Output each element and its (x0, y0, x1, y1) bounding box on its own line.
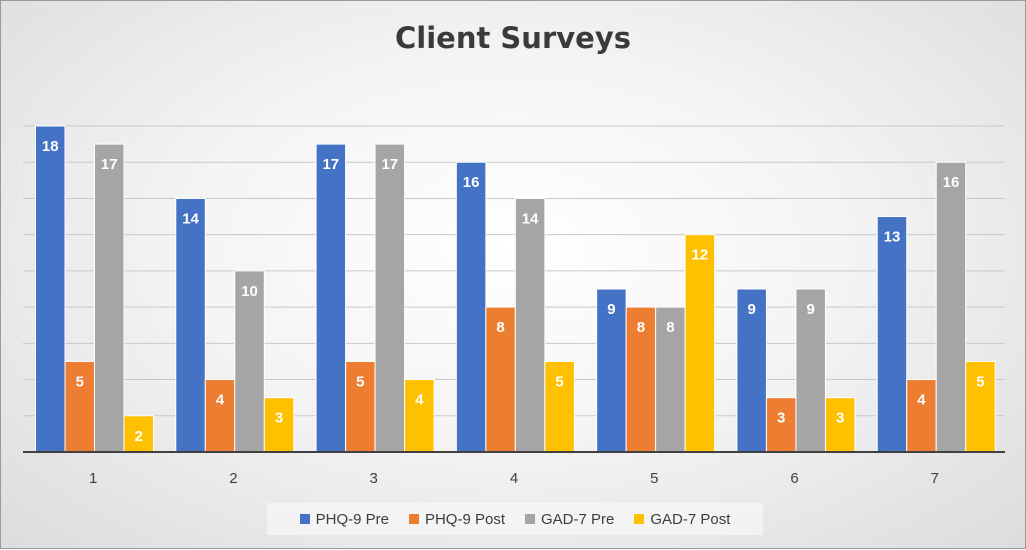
bar-gad-7-pre-6 (795, 288, 826, 453)
legend-label: GAD-7 Post (650, 510, 731, 528)
x-tick-label: 1 (89, 470, 97, 487)
bar-phq-9-pre-6 (736, 288, 767, 453)
data-label: 17 (381, 156, 398, 173)
data-label: 8 (637, 319, 645, 336)
data-label: 17 (322, 156, 339, 173)
legend-label: PHQ-9 Pre (315, 510, 389, 528)
bar-gad-7-pre-2 (234, 270, 265, 453)
bar-phq-9-post-2 (204, 379, 236, 453)
legend-swatch (408, 514, 419, 524)
x-tick-label: 6 (790, 470, 798, 487)
data-label: 18 (42, 138, 59, 155)
bar-gad-7-pre-7 (935, 161, 967, 453)
data-label: 5 (356, 373, 364, 390)
bar-phq-9-pre-5 (596, 288, 627, 453)
bar-gad-7-pre-1 (94, 143, 125, 453)
legend-item: PHQ-9 Pre (299, 510, 389, 528)
legend-label: PHQ-9 Post (424, 510, 505, 528)
bar-phq-9-pre-4 (455, 161, 487, 453)
bar-phq-9-pre-3 (315, 143, 347, 453)
chart-title: Client Surveys (394, 21, 631, 55)
bar-gad-7-pre-5 (655, 306, 686, 453)
bar-phq-9-post-6 (765, 397, 797, 453)
bar-phq-9-post-3 (345, 360, 376, 453)
data-label: 3 (836, 410, 844, 427)
data-label: 9 (807, 301, 815, 318)
data-label: 4 (415, 392, 424, 409)
legend-swatch (299, 514, 310, 524)
data-label: 17 (101, 156, 118, 173)
legend-swatch (634, 514, 645, 524)
data-label: 9 (748, 301, 756, 318)
x-tick-label: 5 (650, 470, 658, 487)
data-label: 16 (463, 174, 480, 191)
data-label: 5 (555, 373, 563, 390)
legend-item: GAD-7 Post (634, 511, 730, 528)
data-label: 14 (522, 210, 539, 227)
legend-swatch (525, 514, 535, 524)
data-label: 2 (135, 428, 143, 445)
data-label: 9 (607, 301, 615, 318)
data-label: 16 (943, 174, 960, 191)
data-label: 13 (884, 229, 901, 246)
bar-gad-7-post-5 (684, 234, 716, 453)
data-label: 4 (917, 392, 926, 409)
bar-gad-7-post-2 (263, 397, 295, 453)
legend-item: GAD-7 Pre (525, 511, 614, 528)
data-label: 4 (216, 392, 225, 409)
bar-gad-7-pre-4 (514, 197, 546, 453)
data-label: 8 (496, 319, 504, 336)
data-label: 14 (182, 210, 199, 227)
data-label: 5 (76, 373, 84, 390)
data-label: 5 (976, 373, 984, 390)
x-tick-label: 2 (229, 470, 237, 487)
data-label: 3 (275, 410, 283, 427)
bar-phq-9-pre-2 (175, 197, 206, 453)
bar-gad-7-pre-3 (374, 143, 406, 453)
x-tick-label: 4 (510, 470, 518, 487)
data-label: 10 (241, 283, 258, 300)
bar-phq-9-pre-7 (876, 216, 908, 453)
data-label: 12 (692, 247, 709, 264)
bar-phq-9-pre-1 (35, 125, 66, 453)
legend-label: GAD-7 Pre (541, 510, 615, 528)
legend-item: PHQ-9 Post (408, 510, 505, 528)
data-label: 3 (777, 410, 785, 427)
bar-phq-9-post-7 (906, 379, 937, 453)
x-tick-label: 3 (370, 470, 378, 487)
bar-gad-7-post-3 (404, 379, 435, 453)
x-tick-label: 7 (931, 470, 939, 487)
data-label: 8 (666, 319, 674, 336)
chart-legend: PHQ-9 Pre PHQ-9 Post GAD-7 Pre GAD-7 Post (267, 503, 763, 535)
